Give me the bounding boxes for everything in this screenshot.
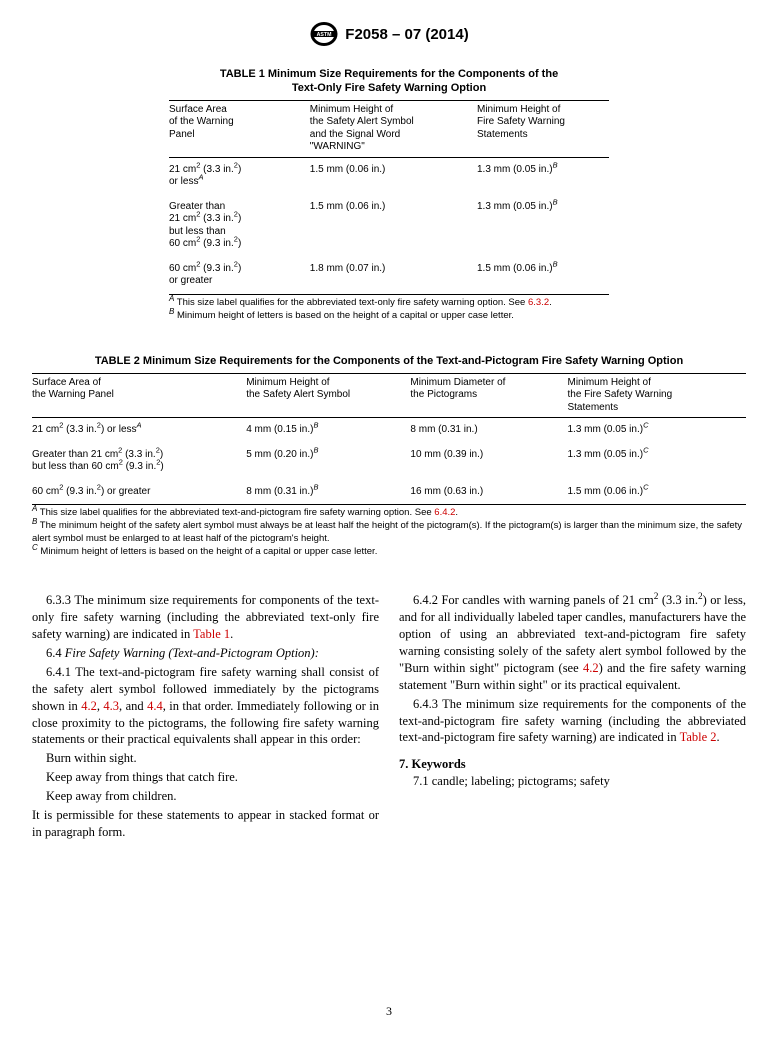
table-2-container: TABLE 2 Minimum Size Requirements for th… — [32, 354, 746, 558]
list-item: Keep away from children. — [32, 788, 379, 805]
table-row: Greater than 21 cm2 (3.3 in.2) but less … — [32, 443, 746, 480]
table-1-container: TABLE 1 Minimum Size Requirements for th… — [169, 67, 609, 322]
keywords-heading: 7. Keywords — [399, 756, 746, 773]
table-1-title: TABLE 1 Minimum Size Requirements for th… — [169, 67, 609, 96]
para-641: 6.4.1 The text-and-pictogram fire safety… — [32, 664, 379, 748]
table-row: Greater than 21 cm2 (3.3 in.2) but less … — [169, 195, 609, 257]
para-643: 6.4.3 The minimum size requirements for … — [399, 696, 746, 747]
table-1-head-col2: Minimum Height of the Safety Alert Symbo… — [310, 100, 477, 157]
table-2-title: TABLE 2 Minimum Size Requirements for th… — [32, 354, 746, 368]
page-header: ASTM F2058 – 07 (2014) — [32, 20, 746, 53]
svg-text:ASTM: ASTM — [317, 32, 333, 38]
table-2-head-col4: Minimum Height ofthe Fire Safety Warning… — [567, 373, 746, 418]
table-2-head-col2: Minimum Height ofthe Safety Alert Symbol — [246, 373, 410, 418]
table-1-footnotes: A This size label qualifies for the abbr… — [169, 297, 609, 323]
table-row: 60 cm2 (9.3 in.2) or greater 8 mm (0.31 … — [32, 480, 746, 505]
table-1-title-line2: Text-Only Fire Safety Warning Option — [292, 82, 486, 94]
ref-link[interactable]: 4.3 — [103, 699, 119, 713]
ref-link[interactable]: 4.2 — [81, 699, 97, 713]
para-641-tail: It is permissible for these statements t… — [32, 807, 379, 841]
body-columns: 6.3.3 The minimum size requirements for … — [32, 592, 746, 842]
ref-link[interactable]: 4.2 — [583, 661, 599, 675]
para-64-head: 6.4 Fire Safety Warning (Text-and-Pictog… — [32, 645, 379, 662]
right-column: 6.4.2 For candles with warning panels of… — [399, 592, 746, 842]
para-633: 6.3.3 The minimum size requirements for … — [32, 592, 379, 643]
table-2-head-col1: Surface Area ofthe Warning Panel — [32, 373, 246, 418]
ref-link[interactable]: Table 2 — [680, 730, 717, 744]
ref-link[interactable]: Table 1 — [193, 627, 230, 641]
keywords-text: 7.1 candle; labeling; pictograms; safety — [399, 773, 746, 790]
astm-logo-icon: ASTM — [309, 20, 339, 48]
para-642: 6.4.2 For candles with warning panels of… — [399, 592, 746, 693]
list-item: Keep away from things that catch fire. — [32, 769, 379, 786]
table-row: 21 cm2 (3.3 in.2) or lessA 4 mm (0.15 in… — [32, 418, 746, 443]
table-1-head-col3: Minimum Height of Fire Safety Warning St… — [477, 100, 609, 157]
ref-link[interactable]: 6.3.2 — [528, 297, 549, 308]
table-row: 60 cm2 (9.3 in.2) or greater 1.8 mm (0.0… — [169, 257, 609, 295]
table-1: Surface Area of the Warning Panel Minimu… — [169, 100, 609, 295]
table-2-footnotes: A This size label qualifies for the abbr… — [32, 507, 746, 558]
page-number: 3 — [0, 1004, 778, 1019]
list-item: Burn within sight. — [32, 750, 379, 767]
table-2-head-col3: Minimum Diameter ofthe Pictograms — [410, 373, 567, 418]
ref-link[interactable]: 6.4.2 — [434, 507, 455, 518]
ref-link[interactable]: 4.4 — [147, 699, 163, 713]
table-1-head-col1: Surface Area of the Warning Panel — [169, 100, 310, 157]
left-column: 6.3.3 The minimum size requirements for … — [32, 592, 379, 842]
table-row: 21 cm2 (3.3 in.2) or lessA 1.5 mm (0.06 … — [169, 157, 609, 195]
table-2: Surface Area ofthe Warning Panel Minimum… — [32, 373, 746, 506]
table-1-title-line1: TABLE 1 Minimum Size Requirements for th… — [220, 68, 558, 80]
designation-text: F2058 – 07 (2014) — [345, 26, 468, 43]
